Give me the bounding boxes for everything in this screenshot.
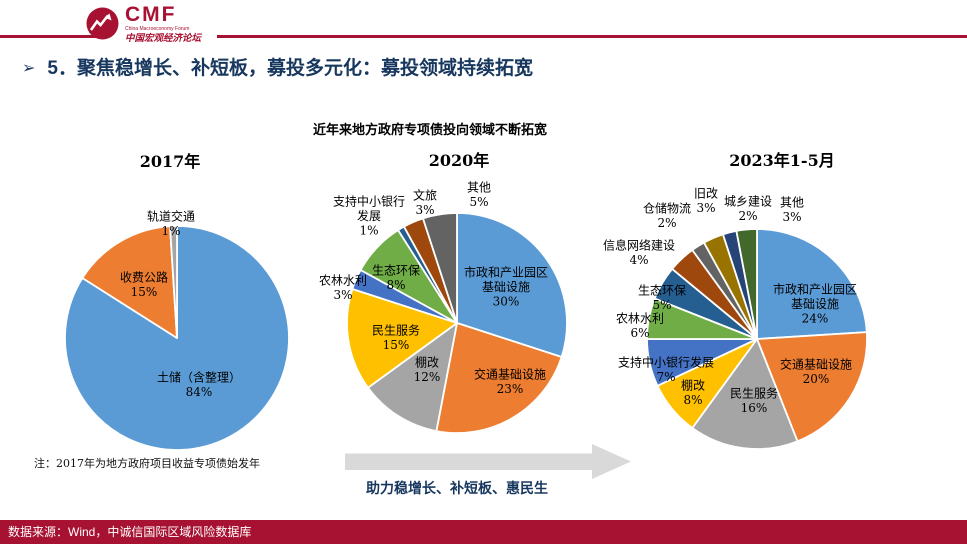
chart-main-title: 近年来地方政府专项债投向领域不断拓宽 xyxy=(312,123,547,138)
pie-slice-label: 3% xyxy=(696,201,715,215)
pie-slice-label: 15% xyxy=(131,285,158,299)
pie-slice-label: 16% xyxy=(741,401,768,415)
pie-slice-label: 12% xyxy=(414,370,441,384)
pie-slice-label: 3% xyxy=(333,288,352,302)
pie-title-1: 2020年 xyxy=(429,151,490,170)
pie-slice-label: 支持中小银行 xyxy=(333,194,405,209)
pie-slice-label: 15% xyxy=(383,338,410,352)
brand-line-right xyxy=(217,35,967,38)
pie-slice-label: 农林水利 xyxy=(319,274,367,288)
pie-slice-label: 30% xyxy=(493,295,520,309)
pie-slice-label: 其他 xyxy=(467,181,491,195)
pie-slice-2-民生服务 xyxy=(691,338,799,450)
pie-slice-label: 24% xyxy=(802,312,829,326)
pie-slice-label: 1% xyxy=(161,224,180,238)
source-bar: 数据来源：Wind，中诚信国际区域风险数据库 xyxy=(0,520,967,544)
pie-slice-2-其他 xyxy=(735,228,758,340)
pie-slice-label: 生态环保 xyxy=(638,284,686,298)
source-text: 数据来源：Wind，中诚信国际区域风险数据库 xyxy=(8,525,252,539)
pie-slice-label: 基础设施 xyxy=(791,297,839,311)
pie-slice-2-市政和产业园区基础设施 xyxy=(756,228,868,340)
pie-slice-label: 文旅 xyxy=(413,188,437,203)
pie-slice-label: 交通基础设施 xyxy=(474,367,546,382)
cmf-logo-text: CMF China Macroeconomy Forum 中国宏观经济论坛 xyxy=(125,4,201,44)
trend-arrow xyxy=(345,444,631,479)
pie-slice-1-市政和产业园区基础设施 xyxy=(456,212,568,358)
trend-arrow-caption: 助力稳增长、补短板、惠民生 xyxy=(366,480,548,496)
page-title-text: 5．聚焦稳增长、补短板，募投多元化：募投领域持续拓宽 xyxy=(47,58,533,79)
pie-slice-label: 4% xyxy=(629,253,648,267)
pie-title-0: 2017年 xyxy=(140,152,201,171)
pie-slice-label: 旧改 xyxy=(694,187,718,201)
pie-slice-label: 民生服务 xyxy=(372,323,420,338)
pie-slice-label: 仓储物流 xyxy=(643,201,691,216)
pie-slice-label: 3% xyxy=(415,203,434,217)
pie-slice-label: 生态环保 xyxy=(372,264,420,278)
pie-slice-1-民生服务 xyxy=(346,288,458,389)
pie-slice-label: 23% xyxy=(497,382,524,396)
pie-slice-label: 民生服务 xyxy=(730,386,778,401)
pie-slice-label: 城乡建设 xyxy=(724,195,772,209)
pie-slice-label: 5% xyxy=(652,298,671,312)
pie-slice-label: 7% xyxy=(656,370,675,384)
pie-slice-0-土储（含整理） xyxy=(64,225,290,451)
pie-slice-label: 8% xyxy=(386,278,405,292)
pie-slice-label: 84% xyxy=(186,385,213,399)
pie-slice-2-交通基础设施 xyxy=(756,331,868,443)
pie-slice-label: 发展 xyxy=(357,208,381,223)
pie-slice-label: 基础设施 xyxy=(482,280,530,294)
pie-slice-label: 3% xyxy=(782,210,801,224)
pie-slice-0-收费公路 xyxy=(81,225,178,339)
pie-slice-label: 1% xyxy=(359,224,378,238)
pie-slice-label: 信息网络建设 xyxy=(603,238,675,253)
pie-slice-1-交通基础设施 xyxy=(435,322,563,434)
pie-slice-label: 2% xyxy=(738,209,757,223)
pie-slice-label: 轨道交通 xyxy=(147,209,195,224)
pie-slice-1-棚改 xyxy=(367,322,458,432)
pie-slice-label: 收费公路 xyxy=(120,270,168,285)
pie-slice-label: 6% xyxy=(630,326,649,340)
logo-subtitle-cn: 中国宏观经济论坛 xyxy=(125,33,202,44)
arrow-bullet-icon: ➢ xyxy=(22,60,36,77)
pie-slice-label: 8% xyxy=(683,393,702,407)
pie-slice-label: 土储（含整理） xyxy=(157,370,241,385)
pie-slice-label: 棚改 xyxy=(415,355,439,370)
pie-slice-label: 市政和产业园区 xyxy=(773,282,857,297)
pie-title-2: 2023年1-5月 xyxy=(729,151,834,170)
pie-slice-label: 农林水利 xyxy=(616,312,664,326)
pie-slice-label: 交通基础设施 xyxy=(780,357,852,372)
pie-slice-label: 2% xyxy=(657,216,676,230)
pie-slice-0-轨道交通 xyxy=(169,225,178,339)
page-title: ➢ 5．聚焦稳增长、补短板，募投多元化：募投领域持续拓宽 xyxy=(22,53,533,80)
pie-slice-label: 5% xyxy=(469,195,488,209)
pie-slice-label: 棚改 xyxy=(681,378,705,393)
pie-slice-1-其他 xyxy=(422,212,458,324)
brand-line-left xyxy=(0,35,100,38)
cmf-logo: CMF China Macroeconomy Forum 中国宏观经济论坛 xyxy=(86,4,201,44)
footnote: 注：2017年为地方政府项目收益专项债始发年 xyxy=(34,457,260,470)
logo-acronym: CMF xyxy=(125,3,177,26)
pie-slice-label: 其他 xyxy=(780,196,804,210)
logo-subtitle-en: China Macroeconomy Forum xyxy=(125,26,190,32)
pie-slice-label: 市政和产业园区 xyxy=(464,265,548,280)
pie-slice-label: 20% xyxy=(803,372,830,386)
pie-slice-label: 支持中小银行发展 xyxy=(618,355,714,370)
cmf-logo-icon xyxy=(86,7,119,40)
